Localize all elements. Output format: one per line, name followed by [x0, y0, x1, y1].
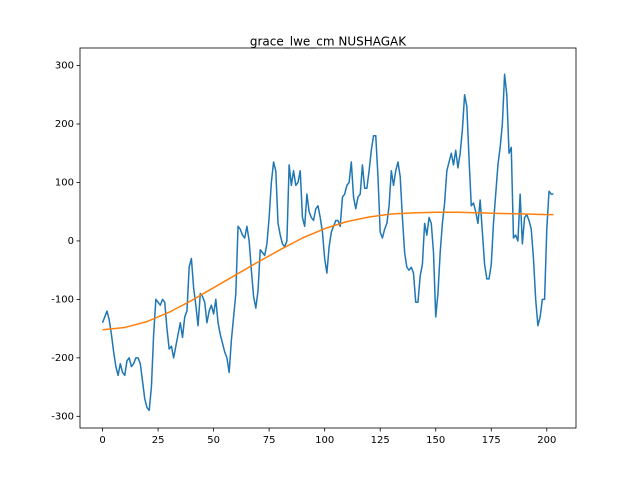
x-tick-label: 50 [207, 435, 220, 446]
data-line [101, 73, 554, 412]
y-tick-label: -100 [51, 294, 74, 305]
y-tick-label: -300 [51, 411, 74, 422]
y-tick-label: 200 [55, 119, 74, 130]
x-tick-label: 200 [537, 435, 556, 446]
plot-frame [79, 47, 577, 429]
y-tick-label: 300 [55, 61, 74, 72]
chart-title: grace_lwe_cm NUSHAGAK [250, 35, 407, 49]
y-tick-label: 0 [68, 236, 74, 247]
x-tick-label: 0 [99, 435, 105, 446]
x-tick-label: 150 [426, 435, 445, 446]
x-tick-label: 125 [371, 435, 390, 446]
x-tick-label: 25 [152, 435, 165, 446]
data-line [102, 211, 554, 331]
x-tick-label: 100 [315, 435, 334, 446]
x-tick-label: 175 [482, 435, 501, 446]
y-tick-label: 100 [55, 177, 74, 188]
y-tick-label: -200 [51, 353, 74, 364]
x-tick-label: 75 [263, 435, 276, 446]
